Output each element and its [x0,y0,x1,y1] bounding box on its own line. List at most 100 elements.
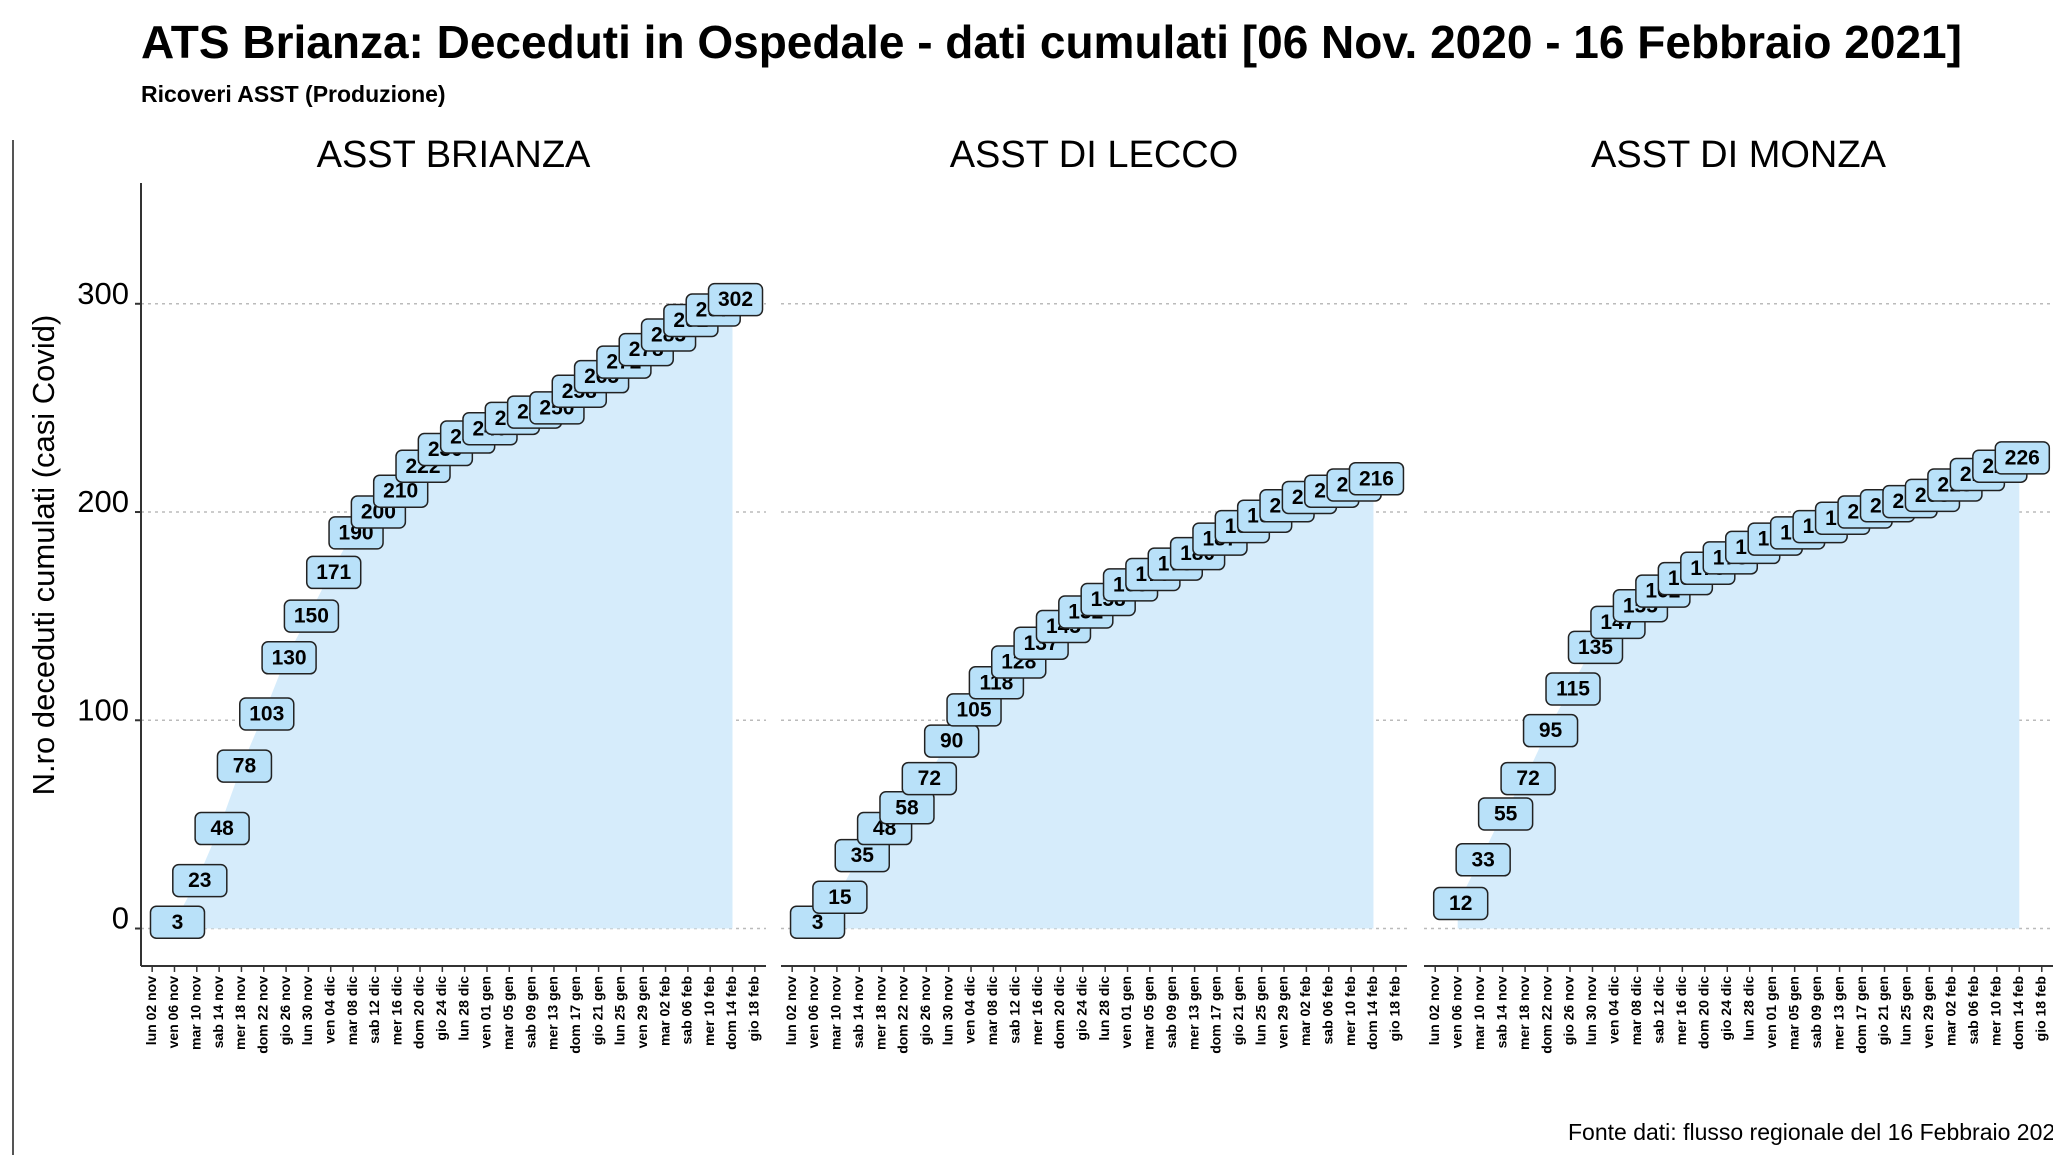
data-label: 12 [1449,892,1472,915]
x-tick-label: mer 13 gen [545,976,561,1050]
data-label: 3 [172,911,184,934]
chart-subtitle: Ricoveri ASST (Produzione) [141,81,446,107]
x-tick-label: gio 21 gen [589,976,605,1045]
x-tick-label: dom 17 gen [1208,976,1224,1054]
x-tick-label: gio 26 nov [277,976,293,1045]
data-label: 130 [272,646,307,669]
panel-title: ASST DI MONZA [1591,134,1887,176]
x-tick-label: lun 02 nov [143,976,159,1045]
label-box [1994,441,2051,475]
x-tick-label: mar 10 nov [1471,976,1487,1050]
x-tick-label: ven 01 gen [1763,976,1779,1048]
data-label: 72 [918,767,941,790]
label-box [1477,797,1534,831]
data-label: 210 [383,480,418,503]
data-label: 150 [294,605,329,628]
x-tick-label: sab 12 dic [366,976,382,1044]
x-tick-label: gio 18 feb [2032,976,2048,1041]
x-tick-label: mer 13 gen [1185,976,1201,1050]
label-box [216,749,273,783]
data-label: 95 [1539,719,1563,742]
x-tick-label: mer 10 feb [701,976,717,1046]
data-label: 35 [851,844,875,867]
label-box [172,863,228,898]
x-tick-label: sab 09 gen [1808,976,1824,1048]
x-tick-label: sab 12 dic [1006,976,1022,1044]
x-tick-label: lun 02 nov [783,976,799,1045]
x-tick-label: mar 02 feb [1297,976,1313,1046]
data-label: 216 [1359,467,1394,490]
x-tick-label: mar 02 feb [656,976,672,1046]
y-tick-label: 100 [77,692,129,727]
x-tick-label: dom 20 dic [1696,976,1712,1049]
label-box [1522,713,1579,748]
chart-title: ATS Brianza: Deceduti in Ospedale - dati… [141,16,1962,68]
data-label: 135 [1578,636,1613,659]
data-label: 15 [828,886,852,909]
x-tick-label: mer 16 dic [1029,976,1045,1045]
area [1457,457,2020,929]
x-tick-label: mar 02 feb [1943,976,1959,1046]
x-tick-label: sab 06 feb [679,976,695,1044]
x-tick-label: lun 28 dic [455,976,471,1041]
data-label: 48 [210,817,234,840]
area [174,299,733,929]
x-tick-label: ven 06 nov [805,976,821,1049]
data-label: 115 [1556,678,1590,701]
x-tick-label: gio 24 dic [1074,976,1090,1041]
data-label: 33 [1471,848,1494,871]
label-box [1545,672,1601,706]
x-tick-label: dom 22 nov [254,976,270,1054]
x-tick-label: ven 04 dic [962,976,978,1044]
data-label: 58 [895,796,919,819]
data-label: 171 [316,561,351,584]
label-box [305,555,362,590]
x-tick-label: sab 09 gen [1163,976,1179,1048]
x-tick-label: dom 14 feb [1364,976,1380,1050]
label-box [1500,761,1556,796]
x-tick-label: gio 26 nov [917,976,933,1045]
x-tick-label: ven 06 nov [1448,976,1464,1049]
x-tick-label: lun 25 gen [1898,976,1914,1045]
x-tick-label: gio 26 nov [1561,976,1577,1045]
x-tick-label: dom 17 gen [567,976,583,1054]
x-tick-label: lun 30 nov [1583,976,1599,1045]
x-tick-label: sab 14 nov [210,976,226,1049]
data-label: 23 [188,869,211,892]
x-tick-label: ven 29 gen [1920,976,1936,1048]
x-tick-label: mar 08 dic [344,976,360,1045]
label-box [194,811,250,846]
x-tick-label: mer 16 dic [388,976,404,1045]
y-tick-label: 0 [112,901,129,936]
x-tick-label: gio 18 feb [746,976,762,1041]
x-tick-label: lun 25 gen [1252,976,1268,1045]
x-tick-label: mar 10 nov [188,976,204,1050]
x-tick-label: sab 09 gen [522,976,538,1048]
y-axis-label: N.ro deceduti cumulati (casi Covid) [26,315,61,796]
x-tick-label: ven 04 dic [321,976,337,1044]
x-tick-label: mer 18 nov [1516,976,1532,1050]
x-tick-label: ven 04 dic [1606,976,1622,1044]
x-tick-label: dom 22 nov [895,976,911,1054]
x-tick-label: mar 05 gen [500,976,516,1050]
x-tick-label: mer 18 nov [872,976,888,1050]
data-label: 226 [2005,446,2040,469]
x-tick-label: sab 06 feb [1965,976,1981,1044]
x-tick-label: lun 28 dic [1740,976,1756,1041]
label-box [239,697,295,731]
x-tick-label: dom 20 dic [1051,976,1067,1049]
x-tick-label: dom 22 nov [1538,976,1554,1054]
x-tick-label: lun 30 nov [299,976,315,1045]
label-box [707,282,764,317]
label-box [283,599,340,633]
x-tick-label: mer 13 gen [1830,976,1846,1050]
x-tick-label: mar 08 dic [984,976,1000,1045]
data-label: 90 [940,730,963,753]
panel-title: ASST DI LECCO [950,134,1239,176]
x-tick-label: dom 14 feb [2010,976,2026,1050]
label-box [1455,843,1511,877]
source-note: Fonte dati: flusso regionale del 16 Febb… [1568,1119,2053,1145]
data-label: 55 [1494,803,1518,826]
x-tick-label: gio 21 gen [1875,976,1891,1045]
x-tick-label: dom 17 gen [1853,976,1869,1054]
